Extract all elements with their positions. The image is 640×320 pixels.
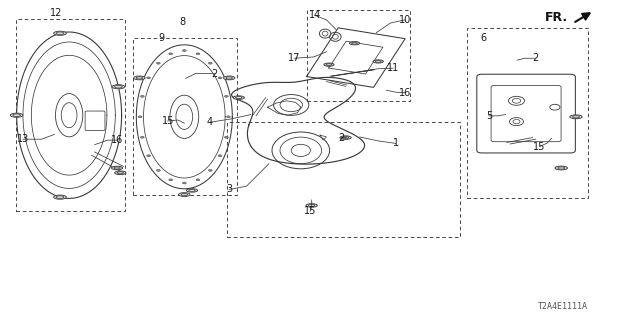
Ellipse shape bbox=[156, 169, 160, 171]
Ellipse shape bbox=[570, 115, 582, 119]
Text: 14: 14 bbox=[308, 10, 321, 20]
Ellipse shape bbox=[54, 31, 67, 35]
Text: 2: 2 bbox=[211, 68, 218, 79]
Text: FR.: FR. bbox=[545, 11, 568, 24]
Text: T2A4E1111A: T2A4E1111A bbox=[538, 302, 588, 311]
Text: 6: 6 bbox=[481, 33, 487, 43]
Ellipse shape bbox=[196, 179, 200, 181]
Ellipse shape bbox=[179, 193, 190, 196]
Bar bbox=[16, 19, 125, 211]
Ellipse shape bbox=[209, 169, 212, 171]
Ellipse shape bbox=[147, 77, 150, 79]
Bar bbox=[227, 122, 460, 237]
Bar bbox=[133, 38, 237, 195]
Ellipse shape bbox=[324, 63, 334, 66]
Ellipse shape bbox=[225, 136, 228, 138]
Ellipse shape bbox=[169, 53, 173, 55]
Text: 5: 5 bbox=[486, 111, 492, 121]
Bar bbox=[307, 10, 410, 101]
Text: 1: 1 bbox=[392, 138, 399, 148]
Text: 3: 3 bbox=[226, 184, 232, 195]
Text: 16: 16 bbox=[399, 88, 412, 98]
Text: 9: 9 bbox=[159, 33, 165, 44]
Text: 2: 2 bbox=[338, 132, 344, 143]
Text: 15: 15 bbox=[161, 116, 174, 126]
Ellipse shape bbox=[10, 113, 23, 117]
Ellipse shape bbox=[186, 188, 198, 192]
Ellipse shape bbox=[196, 53, 200, 55]
Text: 12: 12 bbox=[49, 8, 62, 19]
Text: 4: 4 bbox=[207, 117, 213, 127]
Ellipse shape bbox=[156, 62, 160, 64]
Ellipse shape bbox=[233, 96, 244, 99]
Text: 15: 15 bbox=[304, 206, 317, 216]
Text: 17: 17 bbox=[288, 53, 301, 63]
Text: 13: 13 bbox=[17, 134, 29, 144]
Bar bbox=[467, 28, 588, 198]
Ellipse shape bbox=[169, 179, 173, 181]
Ellipse shape bbox=[134, 76, 145, 80]
Text: 10: 10 bbox=[399, 15, 412, 25]
Ellipse shape bbox=[138, 116, 142, 118]
Ellipse shape bbox=[140, 136, 144, 138]
Text: 15: 15 bbox=[533, 141, 546, 152]
Ellipse shape bbox=[54, 195, 67, 199]
Ellipse shape bbox=[225, 95, 228, 97]
Ellipse shape bbox=[218, 155, 222, 157]
Ellipse shape bbox=[223, 76, 235, 80]
Ellipse shape bbox=[147, 155, 150, 157]
Ellipse shape bbox=[306, 204, 317, 207]
Ellipse shape bbox=[555, 166, 568, 170]
Ellipse shape bbox=[182, 50, 186, 52]
Ellipse shape bbox=[140, 95, 144, 97]
Ellipse shape bbox=[373, 60, 383, 63]
Text: 2: 2 bbox=[532, 53, 538, 63]
Ellipse shape bbox=[115, 171, 126, 174]
Ellipse shape bbox=[349, 42, 360, 45]
Ellipse shape bbox=[340, 136, 351, 140]
Ellipse shape bbox=[182, 182, 186, 184]
Text: 11: 11 bbox=[387, 63, 399, 73]
Ellipse shape bbox=[227, 116, 230, 118]
Ellipse shape bbox=[209, 62, 212, 64]
Ellipse shape bbox=[111, 166, 123, 170]
Ellipse shape bbox=[218, 77, 222, 79]
Text: 8: 8 bbox=[179, 17, 186, 28]
Ellipse shape bbox=[112, 85, 125, 89]
Text: 16: 16 bbox=[111, 135, 124, 145]
